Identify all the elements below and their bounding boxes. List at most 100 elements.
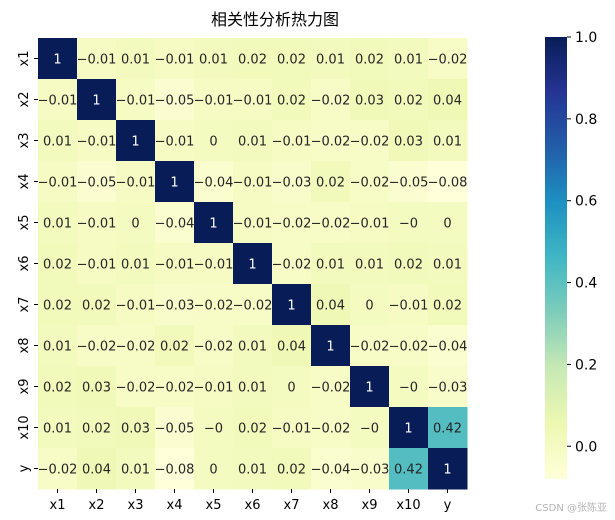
heatmap-cell <box>194 325 234 367</box>
heatmap-cell-label: 0 <box>443 217 451 232</box>
heatmap-cell-label: −0.01 <box>155 53 195 68</box>
heatmap-cell <box>194 202 234 244</box>
heatmap-cell <box>272 448 312 490</box>
heatmap-cell <box>77 120 117 162</box>
heatmap-cell <box>155 366 195 408</box>
x-tick-label: x7 <box>284 498 300 513</box>
heatmap-cell-label: 0.01 <box>43 340 72 355</box>
heatmap-cell-label: −0.03 <box>155 299 195 314</box>
heatmap-cell <box>194 243 234 285</box>
heatmap-cell-label: −0.02 <box>272 258 312 273</box>
heatmap-cell-label: 0.01 <box>43 217 72 232</box>
colorbar-gradient <box>545 37 567 479</box>
heatmap-cell <box>311 407 351 449</box>
heatmap-cell-label: −0.02 <box>116 381 156 396</box>
heatmap-cell <box>38 79 78 121</box>
heatmap-cell <box>272 407 312 449</box>
heatmap-cell-label: 0.01 <box>316 258 345 273</box>
heatmap-cell <box>389 243 429 285</box>
heatmap-cell <box>233 366 273 408</box>
heatmap-cell <box>77 325 117 367</box>
heatmap-cell-label: −0.04 <box>311 463 351 478</box>
heatmap-cell <box>77 79 117 121</box>
heatmap-cell-label: −0.04 <box>428 340 468 355</box>
heatmap-cell-label: 0.01 <box>316 53 345 68</box>
heatmap-cell <box>233 407 273 449</box>
heatmap-cell-label: 0 <box>287 381 295 396</box>
heatmap-cell-label: −0.01 <box>194 94 234 109</box>
heatmap-cell <box>116 79 156 121</box>
heatmap-cell-label: −0.02 <box>194 340 234 355</box>
heatmap-cell <box>155 448 195 490</box>
heatmap-cell-label: −0.01 <box>233 176 273 191</box>
heatmap-cell <box>272 243 312 285</box>
y-tick-label: x10 <box>17 415 32 439</box>
heatmap-cell <box>389 202 429 244</box>
heatmap-cell-label: 1 <box>248 258 256 273</box>
heatmap-cell-label: 1 <box>443 463 451 478</box>
heatmap-cell-label: 0.02 <box>433 299 462 314</box>
heatmap-cell-label: 1 <box>209 217 217 232</box>
heatmap-cell <box>116 161 156 203</box>
heatmap-cell <box>155 79 195 121</box>
heatmap-cell <box>155 202 195 244</box>
heatmap-cell <box>389 325 429 367</box>
heatmap-cell-label: −0.01 <box>350 217 390 232</box>
heatmap-cell <box>350 243 390 285</box>
y-tick-label: x6 <box>17 256 32 272</box>
heatmap-cell <box>194 366 234 408</box>
heatmap-cell <box>272 38 312 80</box>
heatmap-cell-label: 0.01 <box>199 53 228 68</box>
heatmap-cell <box>311 325 351 367</box>
y-tick-label: x4 <box>17 174 32 190</box>
heatmap-cell <box>311 284 351 326</box>
heatmap-cell <box>350 366 390 408</box>
heatmap-cell-label: −0.02 <box>233 299 273 314</box>
heatmap-cell <box>116 202 156 244</box>
heatmap-cell <box>155 243 195 285</box>
heatmap-cell-label: −0.01 <box>116 299 156 314</box>
heatmap-cell-label: 0.04 <box>316 299 345 314</box>
heatmap-cell-label: 1 <box>131 135 139 150</box>
colorbar-tick-label: 0.4 <box>575 276 597 292</box>
heatmap-cell-label: −0.02 <box>428 53 468 68</box>
heatmap-cell <box>38 38 78 80</box>
heatmap-cell <box>233 284 273 326</box>
y-tick-label: x1 <box>17 51 32 67</box>
heatmap-cell-label: 0.01 <box>355 258 384 273</box>
heatmap-cell-label: −0.02 <box>311 422 351 437</box>
heatmap-cell-label: −0.01 <box>77 217 117 232</box>
heatmap-cell-label: −0.01 <box>194 258 234 273</box>
heatmap-cell <box>311 202 351 244</box>
heatmap-cell-label: 0.03 <box>394 135 423 150</box>
heatmap-cell-label: 0 <box>209 463 217 478</box>
heatmap-cell-labels: 1 −0.01 0.01 −0.01 0.01 0.02 0.02 0.01 0.02 0.01−… <box>38 53 468 478</box>
heatmap-cell-label: −0.01 <box>155 135 195 150</box>
heatmap-cell <box>38 161 78 203</box>
heatmap-cell <box>233 120 273 162</box>
heatmap-cell <box>77 366 117 408</box>
heatmap-cell-label: −0.02 <box>77 340 117 355</box>
y-tick-label: x2 <box>17 92 32 108</box>
heatmap-cell <box>38 243 78 285</box>
heatmap-cell-label: 0 <box>131 217 139 232</box>
heatmap-cell <box>77 202 117 244</box>
heatmap-cell-label: 0.01 <box>121 463 150 478</box>
heatmap-cell-label: −0.02 <box>350 135 390 150</box>
y-tick-label: x5 <box>17 215 32 231</box>
heatmap-cell <box>389 38 429 80</box>
heatmap-cell-label: 0.03 <box>355 94 384 109</box>
heatmap-cell-label: 0.02 <box>277 94 306 109</box>
heatmap-cell <box>272 161 312 203</box>
heatmap-cell-label: −0.01 <box>77 135 117 150</box>
colorbar-ticks: 0.0 0.2 0.4 0.6 0.8 1.0 <box>567 30 597 455</box>
heatmap-cell-label: 0.02 <box>238 53 267 68</box>
y-tick-label: x3 <box>17 133 32 149</box>
x-tick-label: y <box>444 498 452 513</box>
heatmap-cell-label: −0 <box>360 422 379 437</box>
heatmap-cell <box>116 325 156 367</box>
x-tick-label: x5 <box>206 498 222 513</box>
y-tick-label: y <box>17 464 32 472</box>
x-tick-label: x10 <box>396 498 420 513</box>
heatmap-cell <box>116 366 156 408</box>
